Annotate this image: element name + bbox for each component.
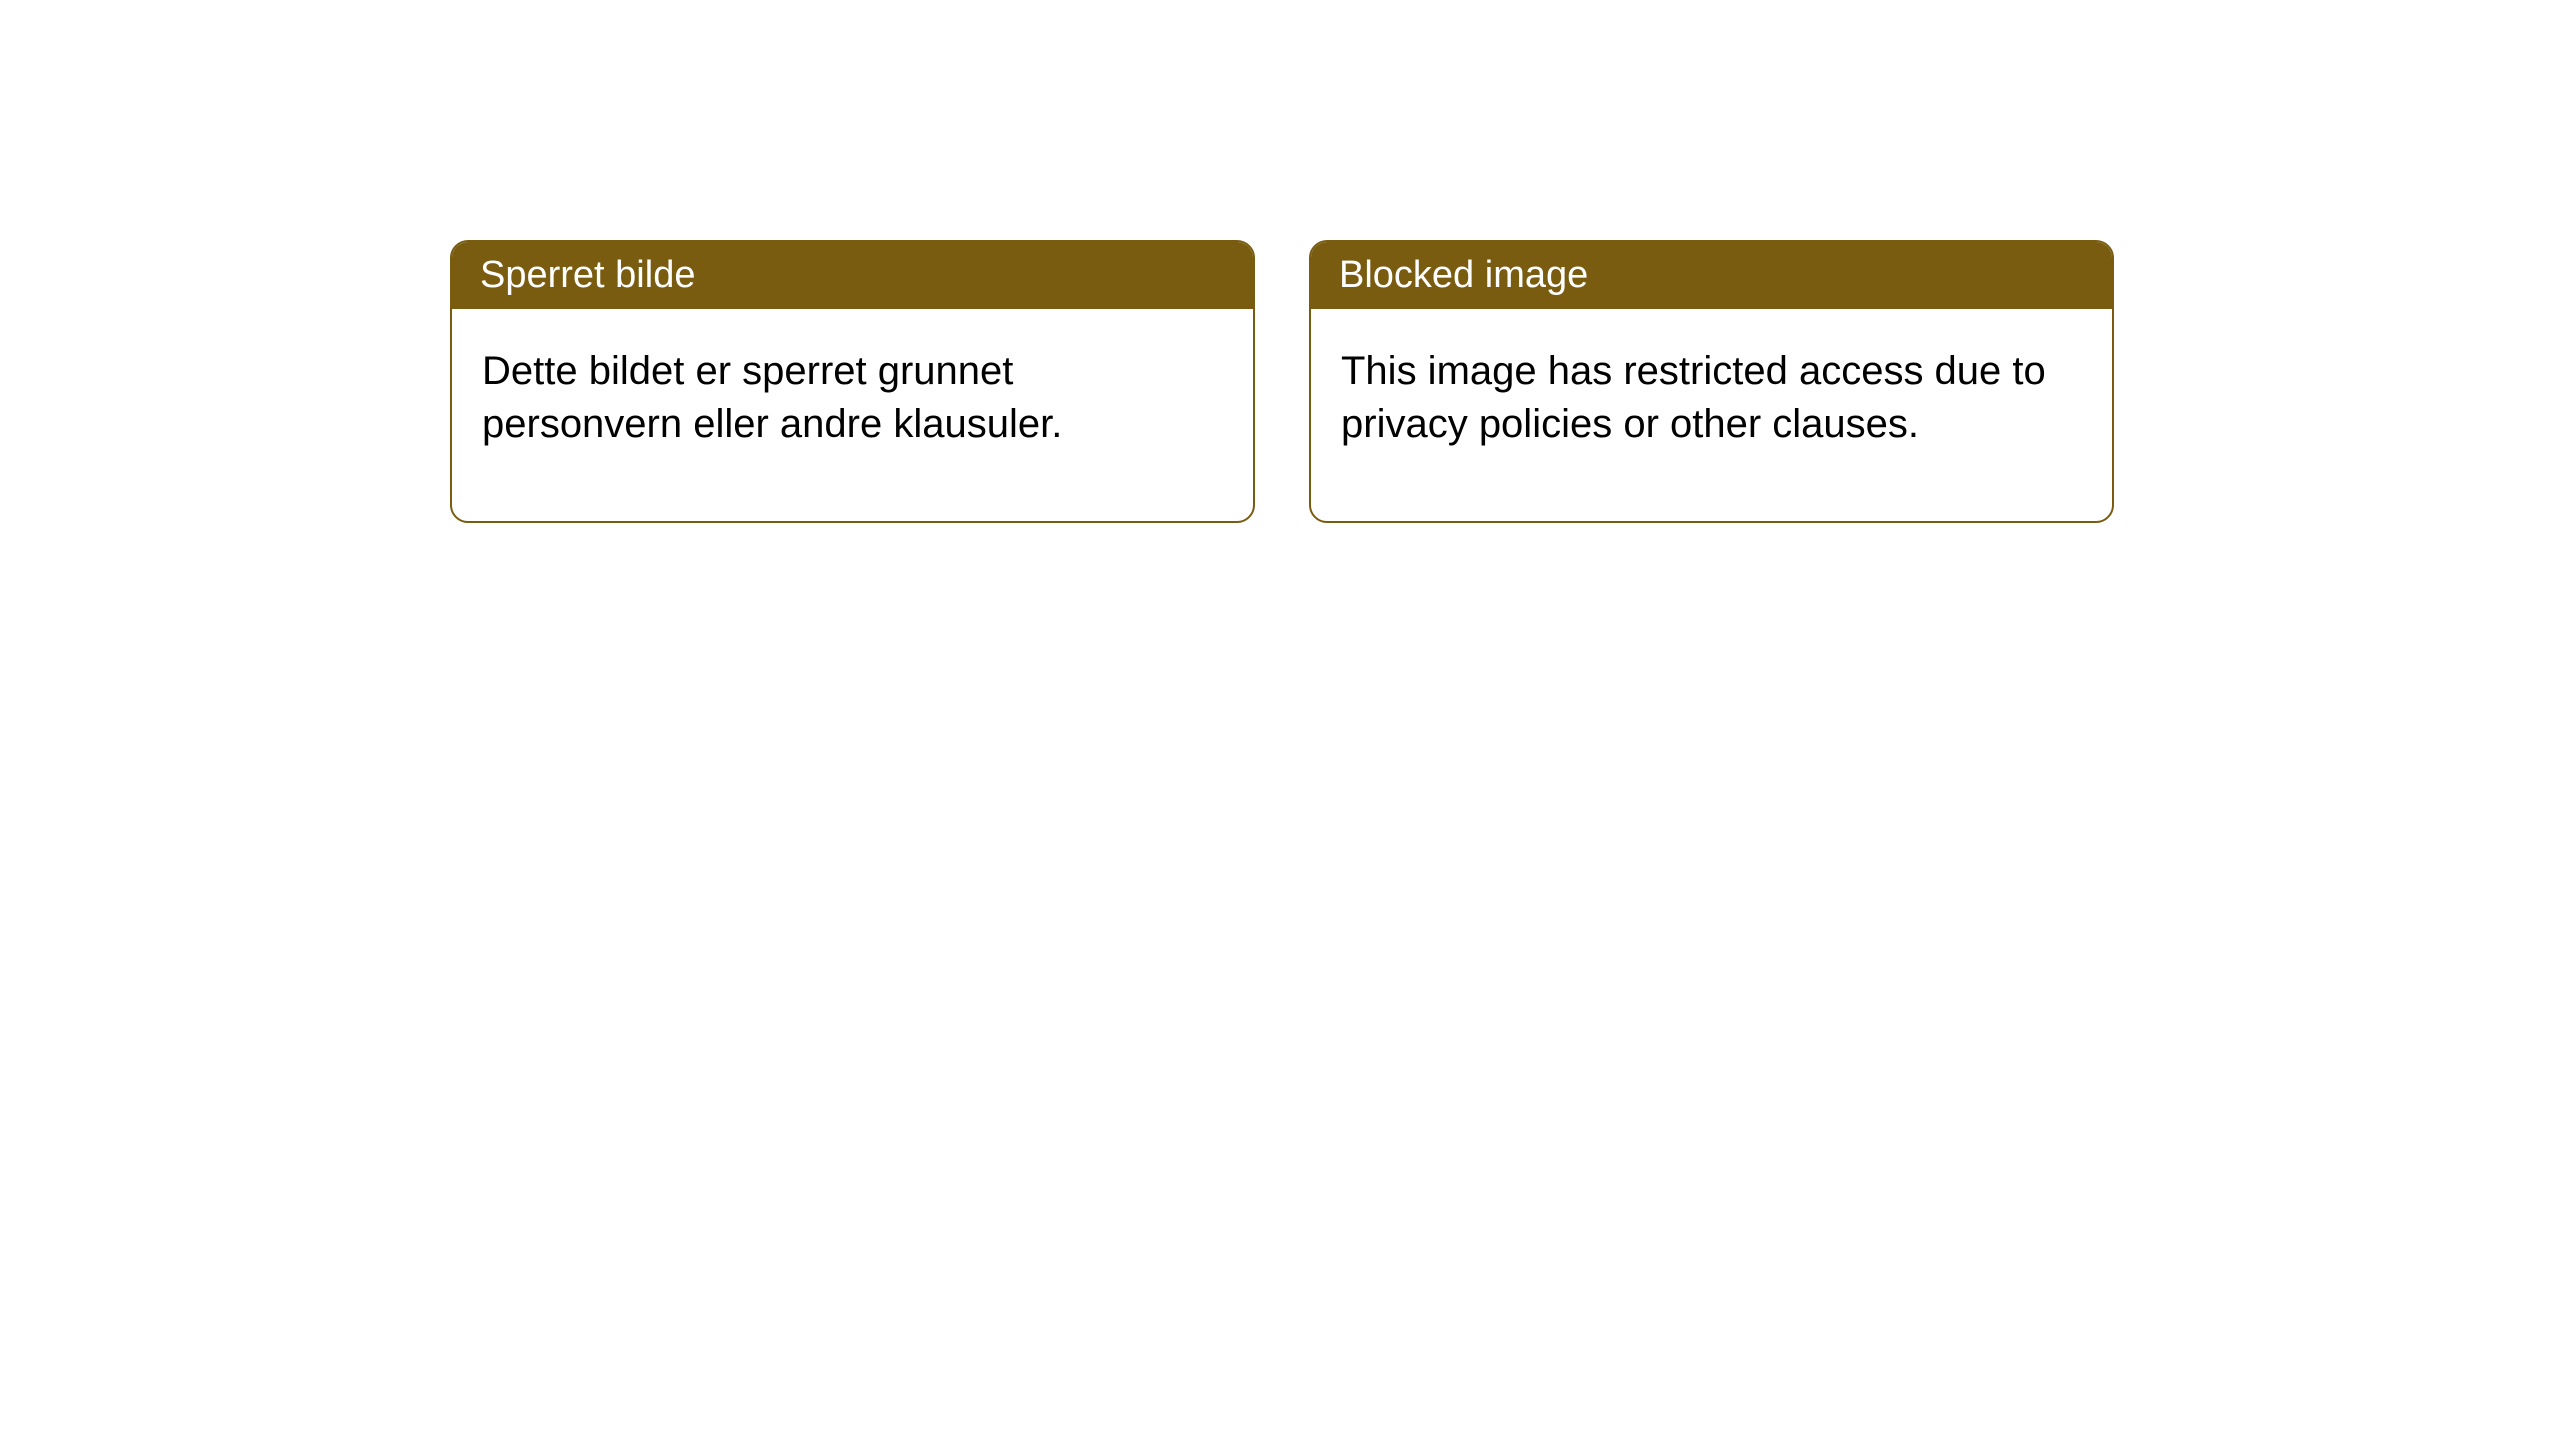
blocked-image-card-en: Blocked image This image has restricted …: [1309, 240, 2114, 523]
blocked-image-card-no: Sperret bilde Dette bildet er sperret gr…: [450, 240, 1255, 523]
card-title-en: Blocked image: [1339, 254, 1588, 296]
card-header-no: Sperret bilde: [452, 242, 1253, 309]
notice-container: Sperret bilde Dette bildet er sperret gr…: [0, 0, 2560, 523]
card-header-en: Blocked image: [1311, 242, 2112, 309]
card-text-no: Dette bildet er sperret grunnet personve…: [482, 349, 1062, 446]
card-text-en: This image has restricted access due to …: [1341, 349, 2046, 446]
card-body-no: Dette bildet er sperret grunnet personve…: [452, 309, 1253, 521]
card-title-no: Sperret bilde: [480, 254, 695, 296]
card-body-en: This image has restricted access due to …: [1311, 309, 2112, 521]
